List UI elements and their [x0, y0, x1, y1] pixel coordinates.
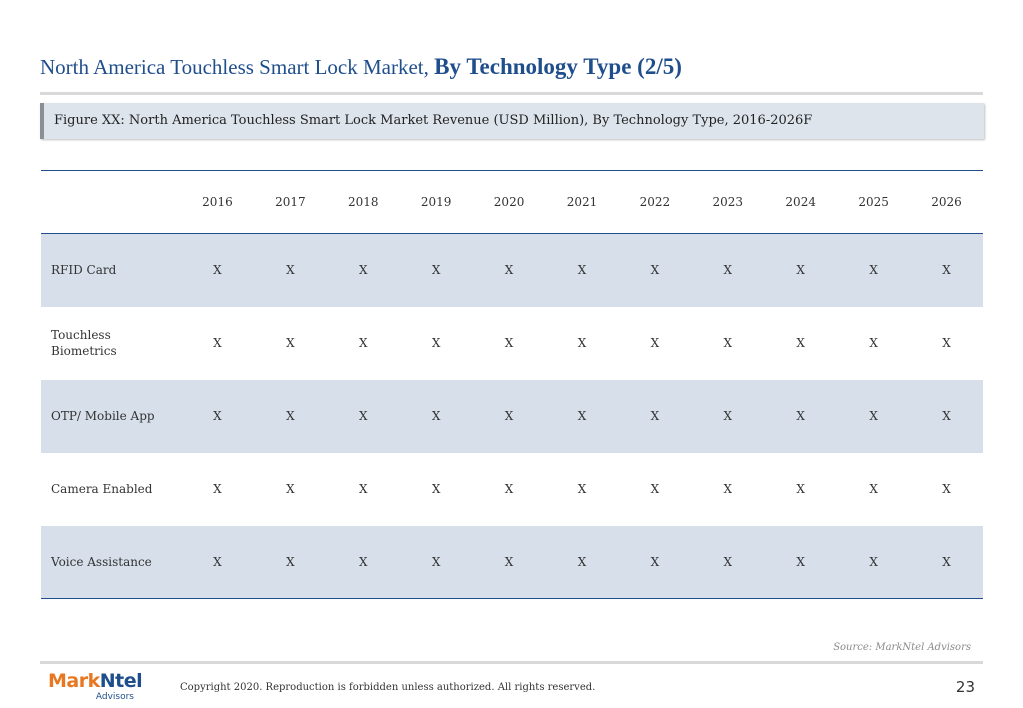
year-header: 2023: [691, 170, 765, 234]
value-cell: X: [796, 336, 805, 350]
value-cell: X: [431, 336, 441, 350]
value-cell: X: [942, 263, 951, 278]
table-row: Touchless Biometrics X X X X X X X X X X X: [41, 307, 983, 380]
value-cell: X: [399, 525, 473, 599]
row-label: Touchless Biometrics: [41, 307, 181, 380]
value-cell: X: [431, 409, 441, 423]
value-cell: X: [723, 482, 733, 496]
value-cell: X: [942, 482, 951, 496]
value-cell: X: [837, 525, 911, 599]
value-cell: X: [650, 263, 660, 278]
value-cell: X: [723, 336, 733, 350]
value-cell: X: [869, 336, 878, 350]
value-cell: X: [869, 482, 878, 496]
value-cell: X: [472, 525, 546, 599]
table-row: OTP/ Mobile App X X X X X X X X X X X: [41, 379, 983, 453]
row-label: OTP/ Mobile App: [41, 380, 181, 453]
table-row: RFID Card X X X X X X X X X X X: [41, 233, 983, 307]
logo-part1: Mark: [48, 670, 100, 692]
page-title: North America Touchless Smart Lock Marke…: [40, 54, 682, 80]
value-cell: X: [286, 263, 295, 278]
logo-sub: Advisors: [95, 692, 134, 702]
value-cell: X: [869, 263, 878, 278]
value-cell: X: [650, 409, 660, 423]
row-label-line: Biometrics: [51, 344, 117, 358]
row-label-line: Voice Assistance: [51, 554, 152, 569]
year-header: 2026: [910, 170, 983, 234]
value-cell: X: [358, 482, 368, 496]
value-cell: X: [796, 409, 805, 423]
value-cell: X: [504, 336, 514, 350]
value-cell: X: [577, 482, 587, 496]
value-cell: X: [577, 409, 587, 423]
bottom-divider: [40, 661, 983, 664]
value-cell: X: [504, 263, 514, 278]
table-row: Camera Enabled X X X X X X X X X X X: [41, 453, 983, 526]
year-header: 2017: [253, 170, 327, 234]
row-label-line: Camera Enabled: [51, 482, 153, 496]
value-cell: X: [504, 409, 514, 423]
row-label-line: OTP/ Mobile App: [51, 409, 155, 423]
value-cell: X: [431, 482, 441, 496]
value-cell: X: [213, 336, 222, 350]
page-title-emphasis: By Technology Type (2/5): [434, 54, 682, 79]
value-cell: X: [358, 336, 368, 350]
year-header: 2019: [399, 170, 473, 234]
value-cell: X: [253, 525, 327, 599]
value-cell: X: [358, 263, 368, 278]
value-cell: X: [213, 482, 222, 496]
value-cell: X: [326, 525, 400, 599]
value-cell: X: [286, 409, 295, 423]
top-divider: [40, 92, 983, 95]
value-cell: X: [691, 525, 765, 599]
year-header: 2025: [837, 170, 911, 234]
row-label-line: Touchless: [51, 328, 111, 342]
value-cell: X: [213, 409, 222, 423]
value-cell: X: [942, 336, 951, 350]
value-cell: X: [650, 482, 660, 496]
year-header: 2022: [618, 170, 692, 234]
page-title-main: North America Touchless Smart Lock Marke…: [40, 55, 429, 79]
value-cell: X: [181, 525, 254, 599]
table-header-row: 2016 2017 2018 2019 2020 2021 2022 2023 …: [41, 170, 983, 234]
value-cell: X: [723, 263, 733, 278]
value-cell: X: [431, 263, 441, 278]
page-number: 23: [955, 678, 975, 696]
market-revenue-table: 2016 2017 2018 2019 2020 2021 2022 2023 …: [41, 170, 983, 599]
row-label-line: RFID Card: [51, 263, 117, 278]
logo-part2: Ntel: [99, 670, 143, 692]
value-cell: X: [504, 482, 514, 496]
value-cell: X: [796, 263, 805, 278]
source-note: Source: MarkNtel Advisors: [833, 642, 971, 653]
value-cell: X: [577, 263, 587, 278]
value-cell: X: [796, 482, 805, 496]
figure-caption-bar: Figure XX: North America Touchless Smart…: [40, 103, 984, 139]
value-cell: X: [286, 482, 295, 496]
row-label: Camera Enabled: [41, 453, 181, 526]
value-cell: X: [869, 409, 878, 423]
value-cell: X: [650, 336, 660, 350]
table-row: Voice Assistance X X X X X X X X X X X: [41, 525, 983, 599]
row-label: RFID Card: [41, 234, 181, 307]
year-header: 2021: [545, 170, 619, 234]
value-cell: X: [213, 263, 222, 278]
header-corner: [41, 170, 181, 234]
year-header: 2024: [764, 170, 838, 234]
value-cell: X: [545, 525, 619, 599]
copyright-text: Copyright 2020. Reproduction is forbidde…: [180, 682, 596, 693]
year-header: 2018: [326, 170, 400, 234]
value-cell: X: [910, 525, 983, 599]
value-cell: X: [618, 525, 692, 599]
row-label: Voice Assistance: [41, 525, 181, 599]
value-cell: X: [358, 409, 368, 423]
value-cell: X: [942, 409, 951, 423]
value-cell: X: [764, 525, 838, 599]
marknel-logo: MarkNtel Advisors: [48, 670, 143, 704]
year-header: 2020: [472, 170, 546, 234]
value-cell: X: [286, 336, 295, 350]
value-cell: X: [577, 336, 587, 350]
year-header: 2016: [181, 170, 254, 234]
value-cell: X: [723, 409, 733, 423]
figure-caption: Figure XX: North America Touchless Smart…: [54, 113, 813, 128]
